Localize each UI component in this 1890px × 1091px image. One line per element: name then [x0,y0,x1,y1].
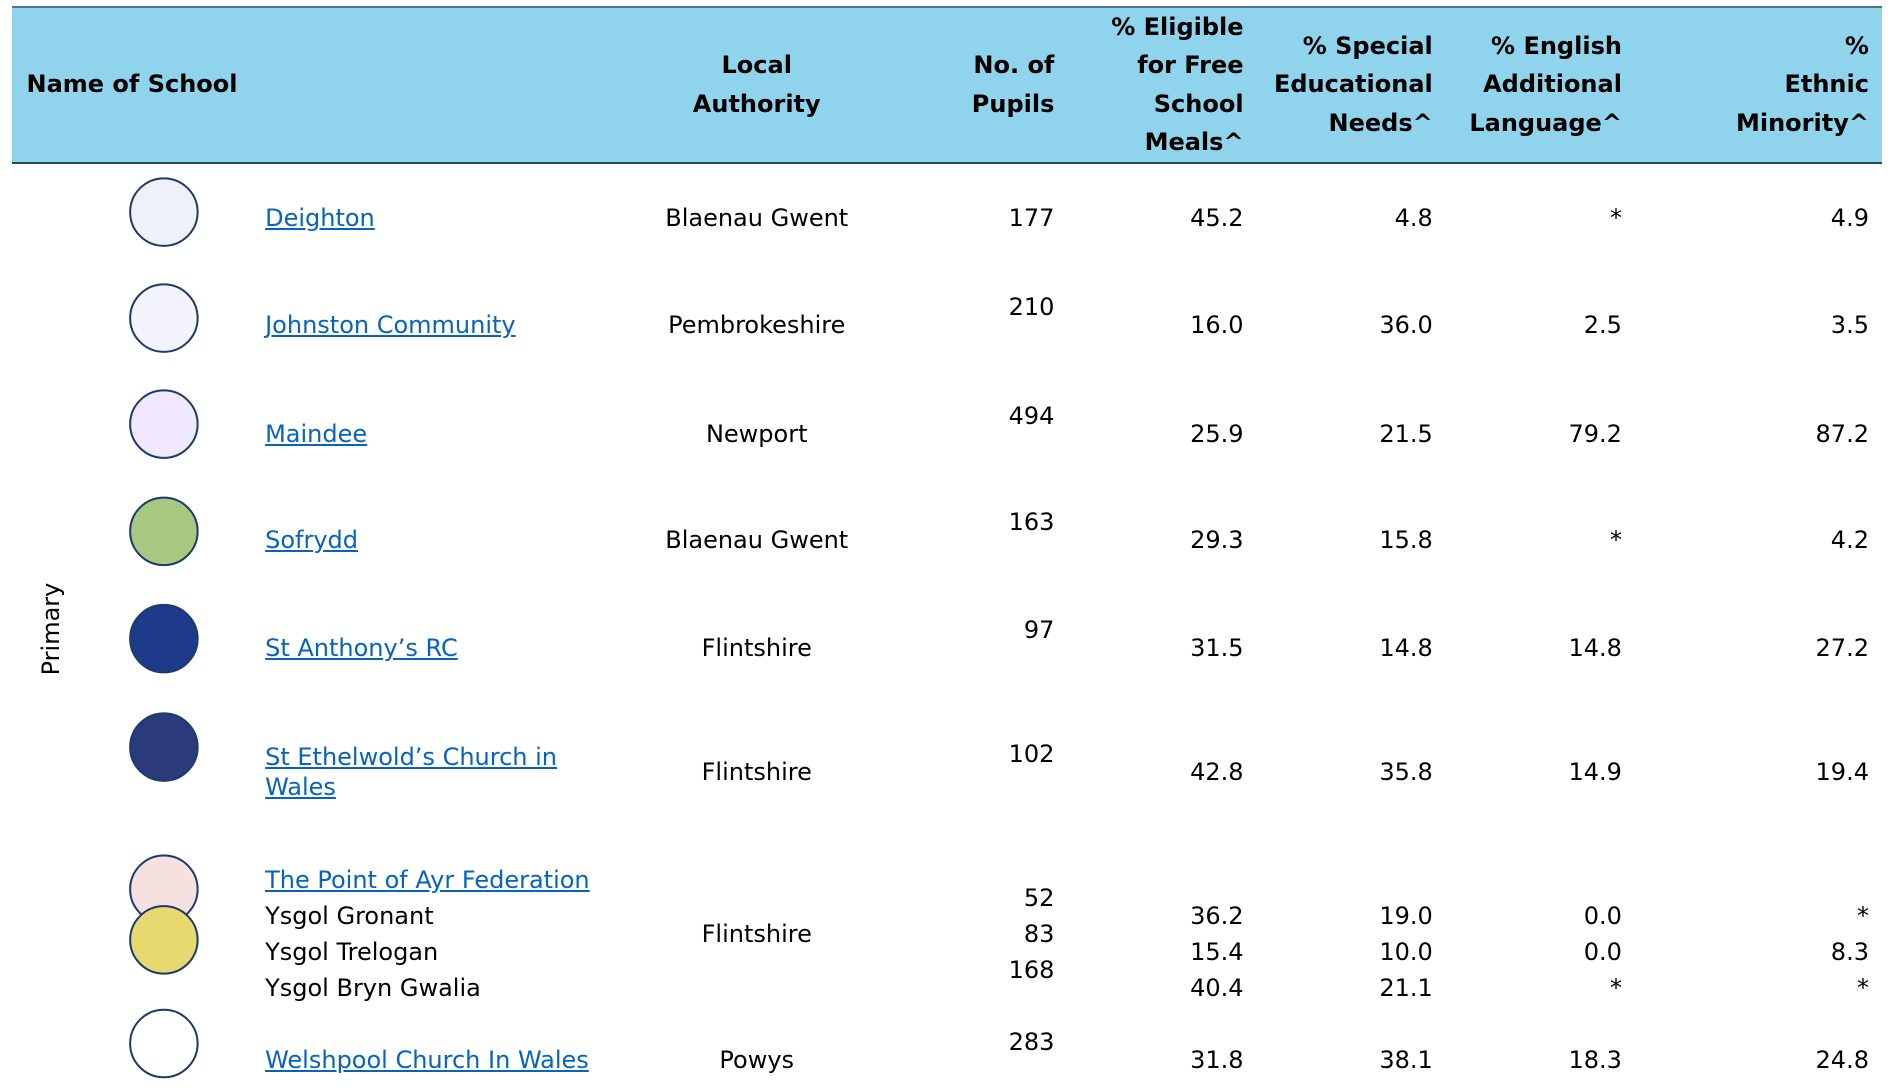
cell-fsm: 31.8 [1190,1046,1244,1075]
local-authority: Blaenau Gwent [665,204,849,233]
cell-pupils: 102 [1008,740,1055,769]
cell-pupils: 283 [1008,1028,1055,1057]
cell-fsm: 29.3 [1190,525,1244,554]
cell-sen: 19.0 [1379,901,1433,930]
cell-fsm: 31.5 [1190,634,1244,663]
cell-ethnic: 3.5 [1830,311,1869,340]
cell-pupils: 83 [1023,919,1055,948]
cell-pupils: 163 [1008,507,1055,536]
cell-ethnic: * [1856,974,1869,1003]
school-logo [129,283,199,353]
cell-ethnic: 19.4 [1815,758,1869,787]
cell-fsm: 16.0 [1190,311,1244,340]
cell-sen: 36.0 [1379,311,1433,340]
cell-eal: 18.3 [1568,1046,1622,1075]
column-header: Authority [692,89,821,118]
school-logo [129,603,199,674]
column-header: No. of [973,51,1055,80]
column-header: Pupils [971,89,1055,118]
school-logo [129,1008,199,1079]
cell-pupils: 168 [1008,956,1055,985]
school-logo [129,905,199,975]
school-link[interactable]: Deighton [265,204,375,233]
local-authority: Newport [705,419,808,448]
cell-sen: 21.5 [1379,419,1433,448]
cell-sen: 38.1 [1379,1046,1433,1075]
column-header: Additional [1483,70,1622,99]
column-header: % Eligible [1111,12,1244,41]
cell-ethnic: * [1856,901,1869,930]
column-header: % English [1491,31,1622,60]
cell-eal: * [1609,974,1622,1003]
cell-pupils: 97 [1023,616,1055,645]
school-logo [129,177,199,247]
cell-eal: 2.5 [1583,311,1622,340]
cell-fsm: 15.4 [1190,937,1244,966]
cell-ethnic: 4.2 [1830,525,1869,554]
cell-eal: 14.8 [1568,634,1622,663]
cell-fsm: 45.2 [1190,204,1244,233]
column-header: % Special [1302,31,1433,60]
local-authority: Flintshire [701,634,812,663]
cell-pupils: 494 [1008,401,1055,430]
school-link[interactable]: St Ethelwold’s Church in Wales [265,743,557,802]
column-header: for Free [1137,51,1244,80]
local-authority: Flintshire [701,758,812,787]
cell-pupils: 210 [1008,293,1055,322]
cell-eal: 14.9 [1568,758,1622,787]
cell-ethnic: 4.9 [1830,204,1869,233]
school-logo [129,389,199,459]
cell-ethnic: 24.8 [1815,1046,1869,1075]
school-link[interactable]: Sofrydd [265,525,358,554]
cell-sen: 4.8 [1394,204,1433,233]
cell-fsm: 36.2 [1190,901,1244,930]
cell-eal: * [1609,204,1622,233]
cell-pupils: 52 [1023,883,1055,912]
column-header: Meals^ [1144,128,1244,157]
school-logo [129,712,199,782]
section-label: Primary [36,582,65,676]
column-header: Local [721,51,792,80]
federation-link[interactable]: The Point of Ayr Federation [265,865,590,894]
cell-eal: 0.0 [1583,901,1622,930]
local-authority: Blaenau Gwent [665,525,849,554]
school-name: Ysgol Bryn Gwalia [265,974,481,1003]
cell-sen: 35.8 [1379,758,1433,787]
school-link[interactable]: St Anthony’s RC [265,634,458,663]
column-header: School [1153,89,1244,118]
cell-ethnic: 27.2 [1815,634,1869,663]
cell-sen: 15.8 [1379,525,1433,554]
cell-sen: 21.1 [1379,974,1433,1003]
cell-eal: * [1609,525,1622,554]
local-authority: Flintshire [701,919,812,948]
column-header: Minority^ [1735,108,1869,137]
cell-fsm: 42.8 [1190,758,1244,787]
header-band [12,6,1882,164]
cell-fsm: 40.4 [1190,974,1244,1003]
cell-eal: 79.2 [1568,419,1622,448]
column-header: Name of School [26,70,238,99]
local-authority: Pembrokeshire [668,311,846,340]
cell-fsm: 25.9 [1190,419,1244,448]
cell-sen: 14.8 [1379,634,1433,663]
school-name: Ysgol Trelogan [265,937,439,966]
school-link[interactable]: Maindee [265,419,368,448]
column-header: % [1844,31,1869,60]
cell-eal: 0.0 [1583,937,1622,966]
school-name: Ysgol Gronant [265,901,434,930]
column-header: Language^ [1469,108,1622,137]
school-logo [129,496,199,567]
column-header: Educational [1273,70,1433,99]
cell-ethnic: 87.2 [1815,419,1869,448]
column-header: Needs^ [1328,108,1433,137]
column-header: Ethnic [1784,70,1869,99]
cell-pupils: 177 [1008,204,1055,233]
cell-ethnic: 8.3 [1830,937,1869,966]
school-link[interactable]: Welshpool Church In Wales [265,1046,589,1075]
local-authority: Powys [719,1046,795,1075]
cell-sen: 10.0 [1379,937,1433,966]
school-link[interactable]: Johnston Community [265,311,516,340]
